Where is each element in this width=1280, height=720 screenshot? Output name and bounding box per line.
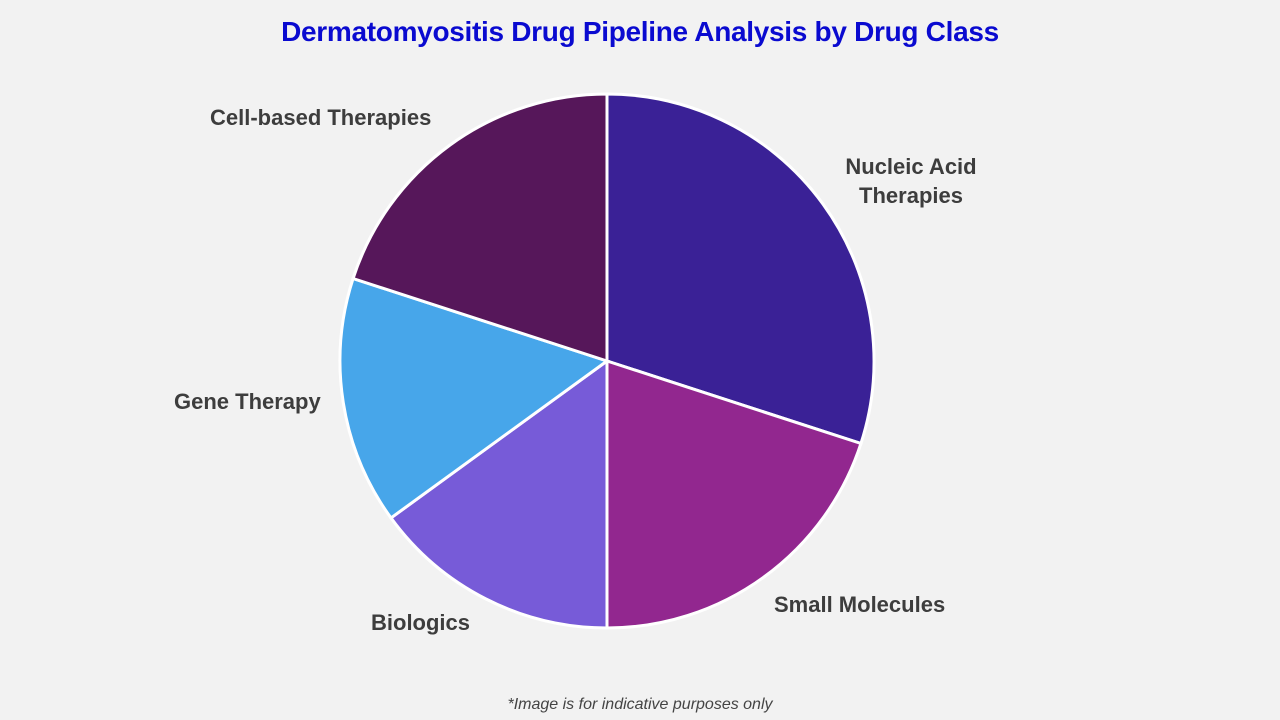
pie-slice-biologics [388,358,609,630]
chart-title: Dermatomyositis Drug Pipeline Analysis b… [281,16,999,47]
label-nucleic-line2: Therapies [859,183,963,208]
pie-slices [338,92,876,630]
label-nucleic-acid-therapies: Nucleic Acid Therapies [843,152,979,210]
pie-slice-cell-based-therapies [351,92,609,364]
footnote: *Image is for indicative purposes only [507,696,773,713]
label-cell-based-therapies: Cell-based Therapies [210,105,432,130]
pie-slice-nucleic-acid-therapies [605,92,876,446]
label-small-molecules: Small Molecules [774,592,946,617]
label-gene-therapy: Gene Therapy [174,389,321,414]
label-nucleic-line1: Nucleic Acid [845,154,977,179]
pie-slice-small-molecules [605,358,863,630]
label-biologics: Biologics [371,610,471,635]
pie-slice-gene-therapy [338,276,611,521]
